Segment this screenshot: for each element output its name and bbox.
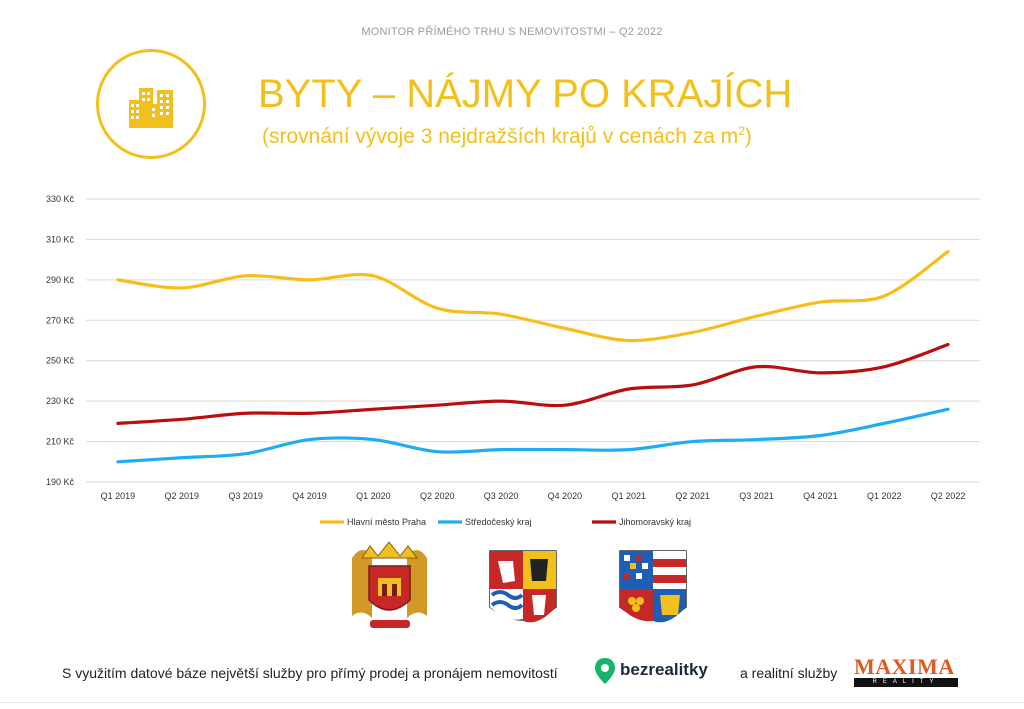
y-tick-label: 230 Kč — [46, 396, 75, 406]
report-caption: MONITOR PŘÍMÉHO TRHU S NEMOVITOSTMI – Q2… — [361, 26, 663, 38]
legend-label: Hlavní město Praha — [347, 517, 426, 527]
series-line-praha — [116, 249, 950, 343]
bezrealitky-pin-icon — [594, 657, 616, 690]
series-lines — [116, 249, 950, 464]
x-tick-label: Q4 2021 — [803, 491, 838, 501]
y-tick-label: 210 Kč — [46, 437, 75, 447]
x-tick-label: Q3 2021 — [739, 491, 774, 501]
page-subtitle: (srovnání vývoje 3 nejdražších krajů v c… — [262, 124, 752, 149]
subtitle-superscript: 2 — [738, 124, 745, 138]
y-tick-label: 250 Kč — [46, 356, 75, 366]
x-tick-label: Q2 2019 — [165, 491, 200, 501]
x-tick-label: Q1 2020 — [356, 491, 391, 501]
bezrealitky-logo-text: bezrealitky — [620, 660, 708, 679]
series-line-jihomoravsky — [116, 342, 950, 425]
rent-line-chart: 190 Kč 210 Kč 230 Kč 250 Kč 270 Kč 290 Kč 310 … — [46, 194, 980, 527]
x-tick-label: Q4 2020 — [548, 491, 583, 501]
bottom-divider — [0, 702, 1024, 703]
x-tick-label: Q1 2019 — [101, 491, 136, 501]
footer-source-text: S využitím datové báze největší služby p… — [62, 665, 558, 681]
maxima-logo-sub: REALITY — [854, 678, 958, 687]
x-tick-label: Q1 2021 — [612, 491, 647, 501]
x-tick-label: Q2 2020 — [420, 491, 455, 501]
x-tick-labels: Q1 2019 Q2 2019 Q3 2019 Q4 2019 Q1 2020 Q2 20… — [101, 491, 966, 501]
stredocesky-kraj-coat-of-arms-icon — [488, 549, 558, 636]
maxima-reality-logo: MAXIMA REALITY — [854, 654, 958, 688]
x-tick-label: Q1 2022 — [867, 491, 902, 501]
subtitle-end: ) — [744, 125, 752, 148]
y-tick-label: 270 Kč — [46, 315, 75, 325]
y-tick-labels: 190 Kč 210 Kč 230 Kč 250 Kč 270 Kč 290 Kč 310 … — [46, 194, 75, 487]
legend-label: Jihomoravský kraj — [619, 517, 691, 527]
subtitle-text: (srovnání vývoje 3 nejdražších krajů v c… — [262, 125, 739, 148]
jihomoravsky-kraj-coat-of-arms-icon — [618, 549, 688, 636]
x-tick-label: Q2 2021 — [675, 491, 710, 501]
praha-coat-of-arms-icon — [342, 538, 437, 638]
grid-layer — [86, 198, 980, 483]
buildings-icon — [96, 49, 206, 159]
x-tick-label: Q3 2019 — [228, 491, 263, 501]
footer-suffix-text: a realitní služby — [740, 665, 838, 681]
page-title: BYTY – NÁJMY PO KRAJÍCH — [258, 72, 793, 116]
legend: Hlavní město Praha Středočeský kraj Jihomo… — [320, 517, 691, 527]
maxima-logo-name: MAXIMA — [854, 654, 955, 679]
series-line-stredocesky — [116, 407, 950, 464]
legend-label: Středočeský kraj — [465, 517, 532, 527]
x-tick-label: Q3 2020 — [484, 491, 519, 501]
y-tick-label: 190 Kč — [46, 477, 75, 487]
y-tick-label: 310 Kč — [46, 234, 75, 244]
y-tick-label: 330 Kč — [46, 194, 75, 204]
x-tick-label: Q4 2019 — [292, 491, 327, 501]
y-tick-label: 290 Kč — [46, 275, 75, 285]
x-tick-label: Q2 2022 — [931, 491, 966, 501]
